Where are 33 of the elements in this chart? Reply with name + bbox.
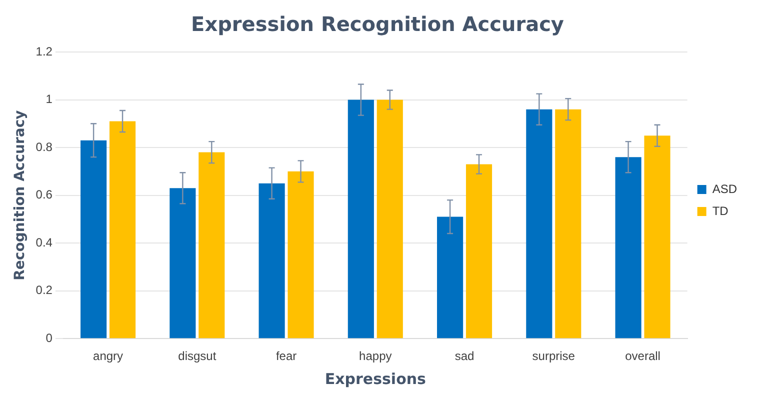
y-tick-label: 0.8 (36, 140, 53, 154)
bar (437, 216, 464, 338)
x-tick-label: angry (93, 349, 124, 364)
bar (376, 100, 403, 338)
x-tick-label: disgsut (178, 349, 217, 364)
bar (644, 136, 670, 338)
bar (555, 109, 582, 338)
bar (526, 109, 552, 338)
bar (109, 121, 136, 338)
legend-label: ASD (712, 182, 738, 196)
bar (615, 157, 642, 338)
x-tick-label: fear (276, 349, 297, 364)
x-axis-title: Expressions (324, 370, 426, 388)
y-tick-label: 0.2 (36, 283, 53, 298)
x-tick-label: overall (625, 349, 660, 364)
bar (466, 164, 492, 338)
chart-title: Expression Recognition Accuracy (191, 12, 564, 36)
bar (258, 183, 285, 338)
y-tick-label: 0.6 (36, 188, 53, 202)
legend-label: TD (712, 204, 729, 218)
x-tick-label: surprise (532, 349, 576, 364)
bar (170, 188, 196, 338)
bar (80, 140, 107, 338)
y-tick-label: 0.4 (36, 235, 53, 250)
bar (198, 152, 225, 338)
y-tick-label: 1.2 (36, 44, 53, 58)
bar (348, 100, 374, 338)
x-tick-label: happy (359, 349, 392, 364)
y-tick-label: 1 (46, 92, 53, 106)
y-axis-title: Recognition Accuracy (12, 110, 28, 280)
y-tick-label: 0 (46, 330, 53, 345)
bar (288, 171, 314, 338)
x-tick-label: sad (454, 349, 474, 364)
